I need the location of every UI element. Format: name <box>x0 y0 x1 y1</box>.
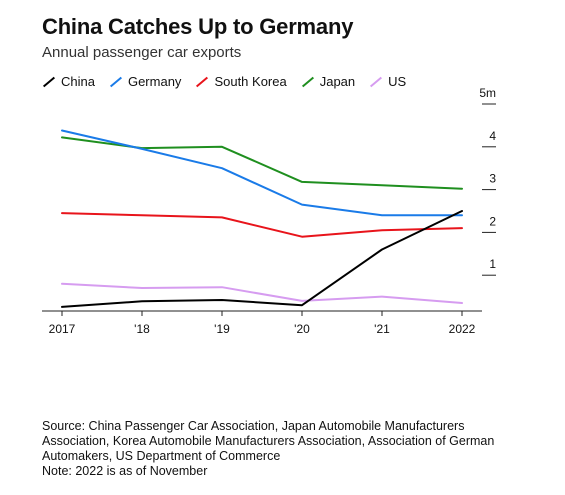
legend: China Germany South Korea Japan US <box>42 74 406 89</box>
x-tick-label-0: 2017 <box>49 322 76 336</box>
legend-label-germany: Germany <box>127 74 182 89</box>
x-tick-label-1: '18 <box>134 322 150 336</box>
x-tick-label-2: '19 <box>214 322 230 336</box>
x-tick-label-3: '20 <box>294 322 310 336</box>
x-tick-label-4: '21 <box>374 322 390 336</box>
y-tick-label-2: 3 <box>489 172 496 186</box>
legend-label-us: US <box>388 74 407 89</box>
y-tick-label-1: 4 <box>489 129 496 143</box>
x-tick-label-5: 2022 <box>449 322 476 336</box>
legend-label-south-korea: South Korea <box>214 74 287 89</box>
series-line-germany <box>61 129 463 217</box>
source-note: Source: China Passenger Car Association,… <box>42 419 522 479</box>
series-line-us <box>61 282 463 304</box>
y-tick-label-3: 2 <box>489 214 496 228</box>
y-tick-label-0: 5m <box>479 86 496 100</box>
series-line-china <box>61 210 463 308</box>
legend-item-japan: Japan <box>301 74 355 89</box>
legend-item-china: China <box>42 74 95 89</box>
legend-item-germany: Germany <box>109 74 181 89</box>
legend-label-china: China <box>61 74 95 89</box>
legend-label-japan: Japan <box>319 74 356 89</box>
y-tick-label-4: 1 <box>489 257 496 271</box>
legend-item-south-korea: South Korea <box>195 74 287 89</box>
legend-item-us: US <box>369 74 406 89</box>
note-text: Note: 2022 is as of November <box>42 464 208 478</box>
chart-title: China Catches Up to Germany <box>42 14 354 39</box>
source-text: Source: China Passenger Car Association,… <box>42 419 495 463</box>
series-line-south-korea <box>61 212 463 238</box>
chart-subtitle: Annual passenger car exports <box>42 44 242 61</box>
